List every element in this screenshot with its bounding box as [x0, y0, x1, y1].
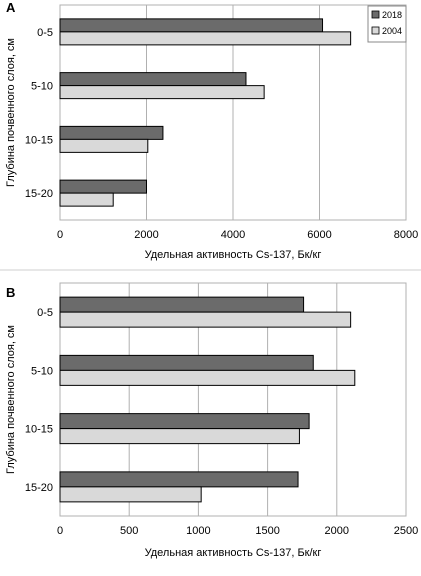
x-axis-label: Удельная активность Cs-137, Бк/кг: [145, 249, 322, 261]
bar-2018-10-15: [59, 413, 310, 430]
bar-2004-10-15: [59, 138, 149, 153]
x-tick-label: 2500: [394, 525, 418, 537]
x-tick-label: 2000: [325, 525, 349, 537]
y-tick-label: 10-15: [25, 424, 53, 436]
y-axis-label: Глубина почвенного слоя, см: [5, 325, 17, 474]
x-tick-label: 500: [120, 525, 138, 537]
bar-2018-15-20: [59, 179, 147, 194]
bar-2018-0-5: [59, 18, 324, 33]
x-tick-label: 8000: [394, 229, 418, 241]
y-tick-label: 5-10: [31, 81, 53, 93]
bar-2018-0-5: [59, 296, 305, 313]
x-tick-label: 1000: [186, 525, 210, 537]
bar-2018-15-20: [59, 471, 299, 488]
y-tick-label: 15-20: [25, 188, 53, 200]
bar-2018-5-10: [59, 72, 247, 87]
panel-label: B: [6, 285, 15, 300]
y-tick-label: 15-20: [25, 482, 53, 494]
legend-swatch-2018: [371, 10, 380, 19]
x-axis-label: Удельная активность Cs-137, Бк/кг: [145, 547, 322, 559]
x-tick-label: 2000: [134, 229, 158, 241]
y-tick-label: 0-5: [37, 27, 53, 39]
bar-2004-5-10: [59, 85, 265, 100]
y-axis-label: Глубина почвенного слоя, см: [5, 38, 17, 187]
bar-2004-5-10: [59, 369, 356, 386]
legend-label-2004: 2004: [382, 26, 402, 36]
panel-label: A: [6, 0, 16, 15]
bar-2004-15-20: [59, 192, 114, 207]
legend-box: [367, 5, 407, 43]
legend-swatch-2004: [371, 26, 380, 35]
bar-2018-5-10: [59, 354, 314, 371]
x-tick-label: 1500: [255, 525, 279, 537]
bar-2018-10-15: [59, 125, 164, 140]
y-tick-label: 5-10: [31, 365, 53, 377]
y-tick-label: 0-5: [37, 307, 53, 319]
x-tick-label: 6000: [307, 229, 331, 241]
x-tick-label: 4000: [221, 229, 245, 241]
bar-2004-10-15: [59, 428, 300, 445]
bar-2004-15-20: [59, 486, 202, 503]
bar-2004-0-5: [59, 311, 352, 328]
y-tick-label: 10-15: [25, 134, 53, 146]
x-tick-label: 0: [57, 525, 63, 537]
bar-2004-0-5: [59, 31, 352, 46]
legend-label-2018: 2018: [382, 10, 402, 20]
x-tick-label: 0: [57, 229, 63, 241]
